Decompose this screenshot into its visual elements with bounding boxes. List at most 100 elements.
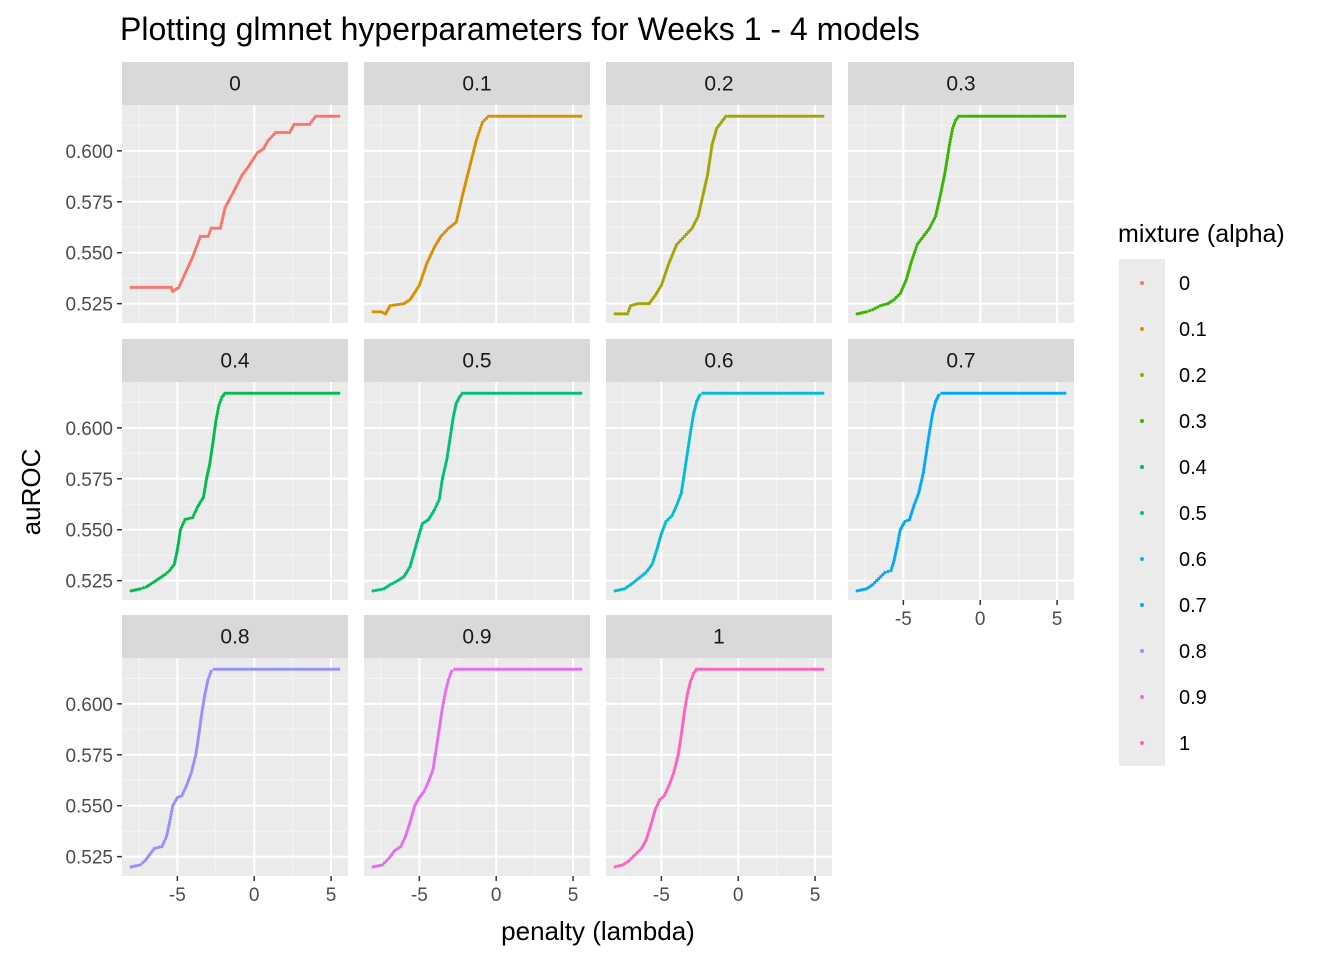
data-point	[235, 667, 240, 671]
data-point	[326, 114, 331, 118]
data-point	[766, 667, 770, 671]
data-point	[1021, 391, 1025, 395]
data-point	[303, 667, 307, 671]
data-point	[218, 401, 222, 405]
data-point	[734, 114, 738, 118]
data-point	[181, 523, 185, 527]
data-point	[879, 574, 883, 579]
panel-background	[122, 382, 348, 600]
data-point	[893, 556, 897, 560]
data-point	[435, 741, 439, 746]
data-point	[815, 667, 820, 671]
data-point	[768, 114, 773, 118]
data-point	[290, 667, 294, 671]
data-point	[683, 463, 688, 467]
data-point	[279, 130, 283, 135]
data-point	[950, 391, 954, 395]
data-point	[944, 166, 948, 170]
data-point	[188, 773, 192, 778]
data-point	[685, 697, 689, 701]
data-point	[454, 404, 458, 408]
data-point	[1003, 114, 1007, 118]
data-point	[535, 391, 539, 395]
data-point	[794, 114, 799, 118]
data-point	[942, 174, 946, 178]
data-point	[443, 230, 447, 234]
data-point	[204, 477, 209, 481]
data-point	[198, 725, 202, 729]
data-point	[201, 705, 205, 709]
data-point	[574, 391, 578, 395]
data-point	[676, 501, 680, 505]
data-point	[437, 497, 441, 501]
data-point	[697, 667, 701, 671]
data-point	[1010, 391, 1015, 395]
data-point	[218, 226, 222, 230]
data-point	[287, 667, 292, 671]
data-point	[254, 391, 258, 395]
data-point	[196, 735, 201, 739]
data-point	[682, 473, 686, 477]
data-point	[714, 391, 718, 395]
data-point	[239, 176, 243, 180]
data-point	[698, 206, 702, 210]
data-point	[542, 667, 546, 671]
data-point	[920, 476, 924, 480]
data-point	[707, 166, 711, 170]
data-point	[262, 391, 266, 395]
legend-key	[1140, 603, 1144, 607]
data-point	[196, 740, 200, 744]
data-point	[685, 450, 690, 454]
data-point	[194, 753, 198, 757]
data-point	[980, 114, 984, 118]
data-point	[936, 204, 940, 208]
data-point	[565, 114, 570, 118]
data-point	[678, 742, 682, 747]
data-point	[466, 667, 470, 671]
facet-panel: 0.7 -5 0 5	[848, 339, 1074, 630]
data-point	[898, 530, 902, 535]
data-point	[911, 256, 915, 260]
data-point	[704, 178, 708, 182]
data-point	[450, 669, 454, 673]
x-axis-title: penalty (lambda)	[501, 916, 695, 946]
data-point	[228, 667, 232, 671]
data-point	[484, 116, 489, 120]
data-point	[658, 797, 662, 802]
data-point	[877, 577, 881, 581]
data-point	[321, 667, 325, 671]
data-point	[710, 145, 714, 149]
data-point	[771, 667, 775, 671]
data-point	[215, 667, 219, 671]
y-tick-label: 0.600	[65, 695, 113, 716]
data-point	[391, 303, 395, 307]
data-point	[334, 667, 338, 671]
data-point	[519, 391, 524, 395]
data-point	[544, 114, 549, 118]
data-point	[945, 391, 949, 395]
data-point	[173, 560, 177, 564]
data-point	[185, 517, 190, 521]
data-point	[177, 538, 181, 542]
data-point	[707, 163, 711, 167]
data-point	[293, 391, 297, 395]
data-point	[471, 391, 475, 395]
data-point	[729, 391, 734, 395]
data-point	[708, 153, 713, 157]
facet-strip-label: 0.9	[462, 626, 491, 649]
data-point	[427, 777, 432, 781]
data-point	[800, 391, 804, 395]
data-point	[160, 844, 164, 849]
data-point	[802, 391, 807, 395]
data-point	[719, 391, 723, 395]
data-point	[576, 391, 580, 395]
chart-title: Plotting glmnet hyperparameters for Week…	[120, 11, 920, 47]
data-point	[681, 722, 685, 727]
data-point	[457, 207, 461, 211]
data-point	[672, 768, 676, 773]
data-point	[337, 114, 341, 118]
data-point	[677, 496, 682, 500]
data-point	[458, 667, 462, 671]
data-point	[691, 414, 695, 418]
